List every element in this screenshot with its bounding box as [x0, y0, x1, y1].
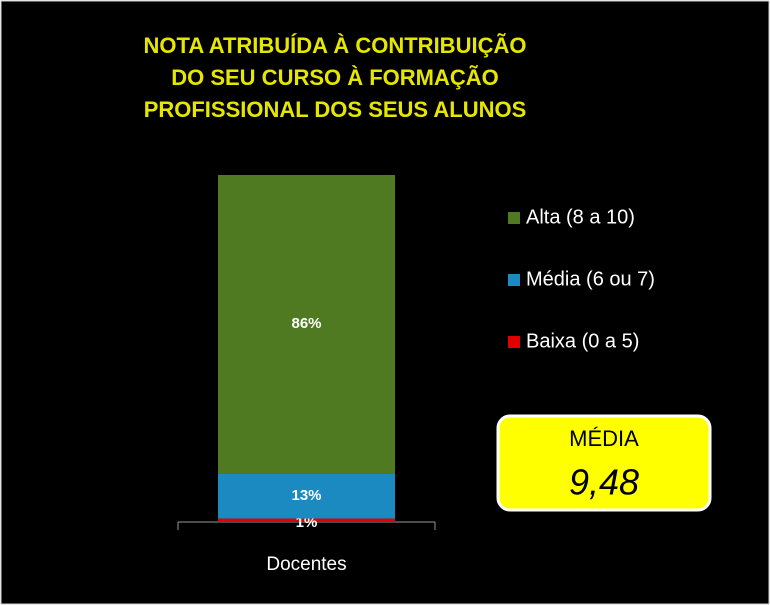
data-label: 86%	[291, 315, 321, 332]
data-label: 13%	[291, 487, 321, 504]
annotation-label: MÉDIA	[569, 426, 639, 451]
bar-segment	[218, 473, 395, 519]
legend-swatch	[508, 336, 520, 348]
bar-segment	[218, 175, 395, 474]
chart-title: NOTA ATRIBUÍDA À CONTRIBUIÇÃO	[144, 33, 527, 58]
legend-label: Baixa (0 a 5)	[526, 330, 639, 352]
x-tick-label: Docentes	[266, 554, 346, 575]
legend-swatch	[508, 212, 520, 224]
legend-swatch	[508, 274, 520, 286]
chart-title: PROFISSIONAL DOS SEUS ALUNOS	[144, 97, 527, 122]
legend-label: Média (6 ou 7)	[526, 268, 655, 290]
annotation-box	[496, 414, 712, 512]
legend-label: Alta (8 a 10)	[526, 206, 635, 228]
bar-segment	[218, 518, 395, 522]
chart-title: DO SEU CURSO À FORMAÇÃO	[171, 65, 499, 90]
annotation-value: 9,48	[569, 462, 639, 503]
